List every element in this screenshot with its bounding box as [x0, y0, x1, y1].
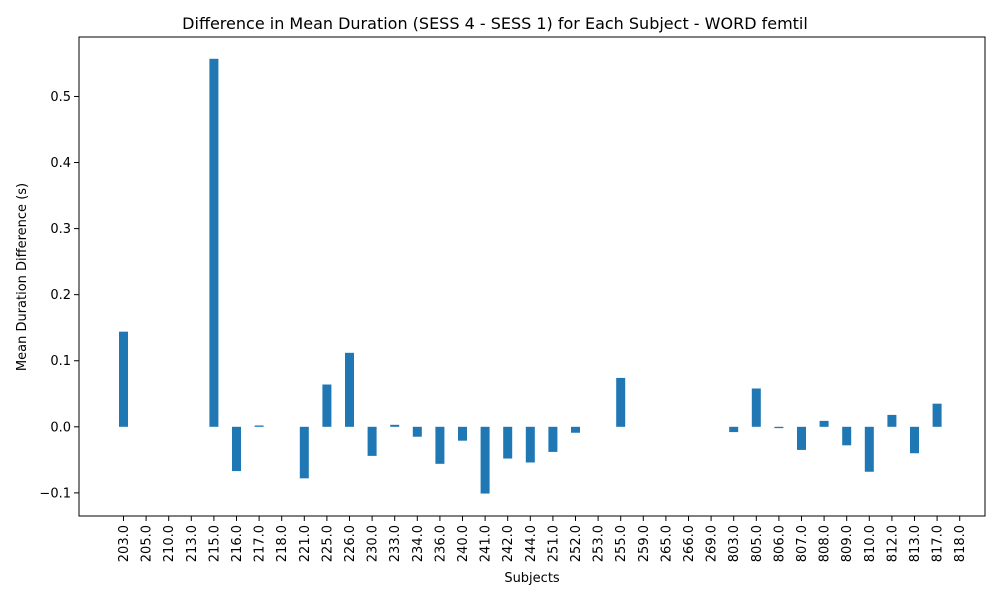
x-tick-label: 233.0 [388, 525, 403, 562]
x-tick-label: 252.0 [569, 525, 584, 562]
x-tick-label: 213.0 [185, 525, 200, 562]
bar-810.0 [864, 426, 874, 472]
bar-251.0 [548, 426, 558, 452]
bar-803.0 [729, 426, 739, 433]
bar-217.0 [254, 425, 264, 427]
x-tick-label: 217.0 [253, 525, 268, 562]
bar-242.0 [503, 426, 513, 459]
axes-frame [78, 36, 986, 517]
x-tick-label: 259.0 [637, 525, 652, 562]
x-tick-label: 226.0 [343, 525, 358, 562]
y-tick-label: −0.1 [39, 486, 71, 501]
x-tick-label: 242.0 [501, 525, 516, 562]
bar-203.0 [119, 331, 128, 427]
x-tick-label: 818.0 [953, 525, 968, 562]
bar-806.0 [774, 426, 784, 429]
x-tick-label: 236.0 [433, 525, 448, 562]
x-tick-label: 806.0 [772, 525, 787, 562]
x-tick-label: 241.0 [479, 525, 494, 562]
x-tick-label: 269.0 [705, 525, 720, 562]
bar-221.0 [299, 426, 309, 479]
chart-title: Difference in Mean Duration (SESS 4 - SE… [182, 14, 808, 33]
x-tick-label: 812.0 [885, 525, 900, 562]
x-tick-label: 203.0 [117, 525, 132, 562]
x-axis-label: Subjects [504, 571, 560, 586]
bar-216.0 [232, 426, 241, 472]
bar-808.0 [819, 420, 829, 427]
bar-230.0 [367, 426, 377, 456]
plot-area: −0.1 0.0 0.1 0.2 0.3 0.4 0.5 203.0 205.0 210.0 213… [39, 36, 986, 562]
x-tick-label: 803.0 [727, 525, 742, 562]
y-tick-label: 0.2 [50, 288, 71, 303]
bar-244.0 [525, 426, 535, 463]
bar-225.0 [322, 384, 332, 427]
bar-241.0 [480, 426, 490, 494]
bar-240.0 [458, 426, 467, 441]
bar-817.0 [932, 403, 942, 427]
bar-807.0 [797, 426, 806, 450]
x-tick-label: 218.0 [275, 525, 290, 562]
x-tick-label: 215.0 [207, 525, 222, 562]
x-tick-label: 255.0 [614, 525, 629, 562]
bar-215.0 [209, 58, 219, 427]
y-tick-label: 0.4 [50, 156, 71, 171]
bar-255.0 [616, 377, 626, 427]
x-tick-label: 205.0 [140, 525, 155, 562]
y-tick-label: 0.5 [50, 90, 71, 105]
bar-226.0 [345, 352, 354, 427]
bar-233.0 [390, 424, 400, 427]
x-tick-label: 808.0 [818, 525, 833, 562]
x-tick-label: 813.0 [908, 525, 923, 562]
x-tick-label: 234.0 [411, 525, 426, 562]
x-tick-label: 265.0 [659, 525, 674, 562]
y-tick-label: 0.3 [50, 222, 71, 237]
x-tick-label: 240.0 [456, 525, 471, 562]
x-tick-label: 244.0 [524, 525, 539, 562]
x-tick-label: 210.0 [162, 525, 177, 562]
bar-813.0 [910, 426, 919, 454]
y-tick-label: 0.1 [50, 354, 71, 369]
x-tick-label: 221.0 [298, 525, 313, 562]
y-axis-label: Mean Duration Difference (s) [15, 183, 30, 371]
bar-234.0 [412, 426, 422, 437]
x-tick-label: 225.0 [320, 525, 335, 562]
x-tick-label: 253.0 [592, 525, 607, 562]
bar-812.0 [887, 414, 897, 427]
x-tick-label: 805.0 [750, 525, 765, 562]
bar-252.0 [571, 426, 580, 433]
x-tick-label: 251.0 [546, 525, 561, 562]
x-tick-label: 810.0 [863, 525, 878, 562]
x-tick-label: 230.0 [366, 525, 381, 562]
x-tick-label: 809.0 [840, 525, 855, 562]
x-tick-label: 216.0 [230, 525, 245, 562]
x-tick-label: 807.0 [795, 525, 810, 562]
y-tick-label: 0.0 [50, 420, 71, 435]
bar-809.0 [842, 426, 852, 446]
bar-805.0 [751, 388, 761, 427]
x-tick-label: 817.0 [931, 525, 946, 562]
bar-236.0 [435, 426, 445, 464]
x-tick-label: 266.0 [682, 525, 697, 562]
